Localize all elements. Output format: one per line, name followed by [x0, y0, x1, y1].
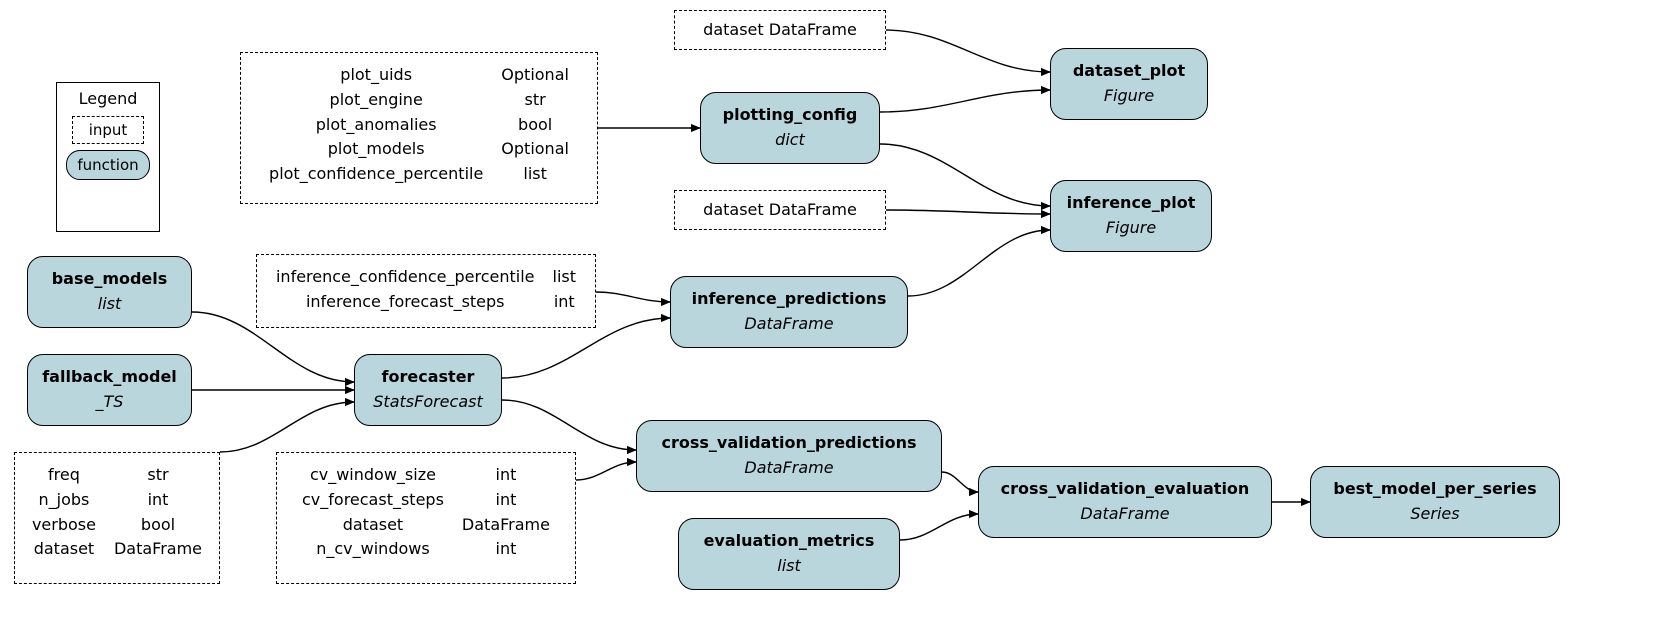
node-base-models: base_models list — [27, 256, 192, 328]
kv-keys: plot_uids plot_engine plot_anomalies plo… — [269, 63, 483, 193]
kv-vals: int int DataFrame int — [462, 463, 550, 573]
node-label: cross_validation_predictions — [661, 433, 916, 454]
kv-vals: list int — [553, 265, 577, 317]
legend-title: Legend — [79, 89, 138, 108]
node-inference-predictions: inference_predictions DataFrame — [670, 276, 908, 348]
kv-keys: cv_window_size cv_forecast_steps dataset… — [302, 463, 444, 573]
node-type: list — [777, 556, 801, 577]
input-plot-params: plot_uids plot_engine plot_anomalies plo… — [240, 52, 598, 204]
node-type: DataFrame — [1080, 504, 1169, 525]
node-label: dataset_plot — [1073, 61, 1185, 82]
input-inference-params: inference_confidence_percentile inferenc… — [256, 254, 596, 328]
node-label: base_models — [52, 269, 168, 290]
node-cross-validation-evaluation: cross_validation_evaluation DataFrame — [978, 466, 1272, 538]
input-dataset-dataframe-1: dataset DataFrame — [674, 10, 886, 50]
node-type: _TS — [96, 392, 124, 413]
node-type: Figure — [1106, 218, 1156, 239]
node-forecaster: forecaster StatsForecast — [354, 354, 502, 426]
node-cross-validation-predictions: cross_validation_predictions DataFrame — [636, 420, 942, 492]
node-label: plotting_config — [723, 105, 858, 126]
legend-function-swatch: function — [66, 150, 150, 180]
node-type: StatsForecast — [373, 392, 482, 413]
node-plotting-config: plotting_config dict — [700, 92, 880, 164]
node-type: Series — [1410, 504, 1459, 525]
node-label: best_model_per_series — [1333, 479, 1536, 500]
node-label: inference_predictions — [692, 289, 887, 310]
node-best-model-per-series: best_model_per_series Series — [1310, 466, 1560, 538]
node-label: forecaster — [382, 367, 475, 388]
node-type: list — [98, 294, 122, 315]
kv-vals: str int bool DataFrame — [114, 463, 202, 573]
input-label: dataset DataFrame — [703, 200, 857, 221]
kv-keys: freq n_jobs verbose dataset — [32, 463, 96, 573]
node-evaluation-metrics: evaluation_metrics list — [678, 518, 900, 590]
node-label: evaluation_metrics — [704, 531, 875, 552]
legend-box: Legend input function — [56, 82, 160, 232]
input-label: dataset DataFrame — [703, 20, 857, 41]
node-type: dict — [775, 130, 805, 151]
node-label: inference_plot — [1067, 193, 1196, 214]
node-type: DataFrame — [744, 458, 833, 479]
input-freq-params: freq n_jobs verbose dataset str int bool… — [14, 452, 220, 584]
node-inference-plot: inference_plot Figure — [1050, 180, 1212, 252]
node-label: cross_validation_evaluation — [1001, 479, 1250, 500]
kv-keys: inference_confidence_percentile inferenc… — [276, 265, 535, 317]
legend-input-swatch: input — [72, 116, 144, 144]
node-label: fallback_model — [42, 367, 177, 388]
node-fallback-model: fallback_model _TS — [27, 354, 192, 426]
node-type: Figure — [1104, 86, 1154, 107]
kv-vals: Optional str bool Optional list — [501, 63, 569, 193]
input-cv-params: cv_window_size cv_forecast_steps dataset… — [276, 452, 576, 584]
node-dataset-plot: dataset_plot Figure — [1050, 48, 1208, 120]
input-dataset-dataframe-2: dataset DataFrame — [674, 190, 886, 230]
node-type: DataFrame — [744, 314, 833, 335]
